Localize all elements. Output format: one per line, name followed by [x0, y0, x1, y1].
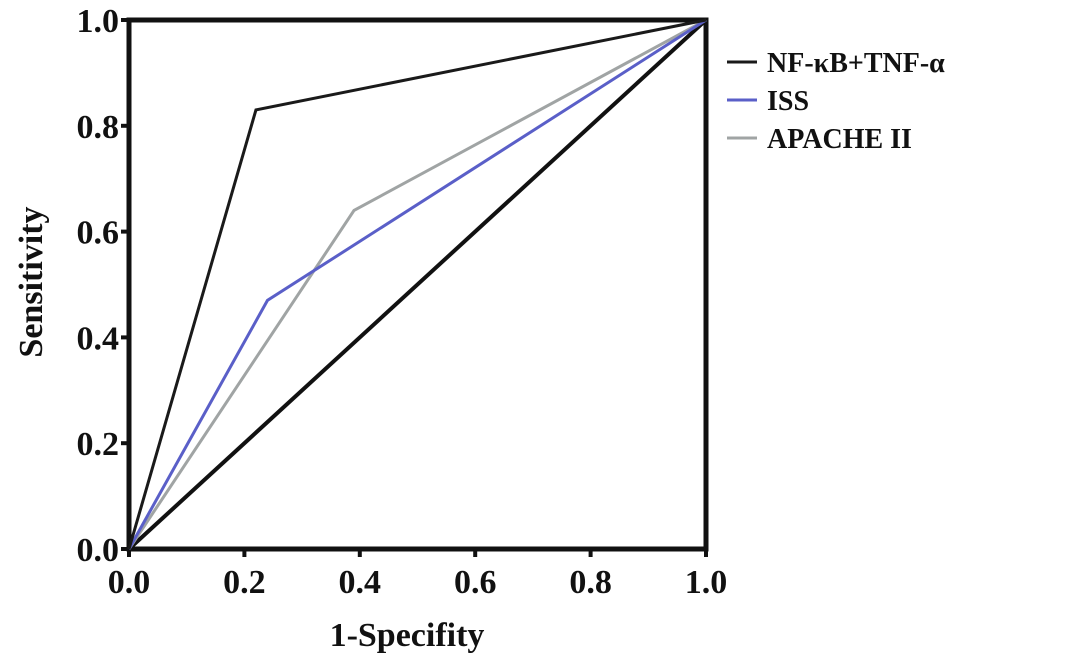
reference-diagonal-line — [127, 18, 708, 551]
legend-label-nf-b-tnf: NF-κB+TNF-α — [767, 48, 945, 79]
x-axis-title: 1-Specifity — [330, 617, 485, 654]
series-line-apache-ii — [127, 18, 707, 550]
y-tick-label: 0.8 — [77, 109, 120, 146]
y-tick-label: 0.4 — [77, 320, 120, 357]
x-tick-label: 0.4 — [339, 564, 382, 601]
series-line-iss — [127, 18, 707, 550]
y-tick-label: 1.0 — [77, 3, 120, 40]
y-axis-title: Sensitivity — [13, 206, 50, 357]
plot-border — [126, 17, 709, 552]
x-tick-label: 0.2 — [223, 564, 266, 601]
x-tick-label: 0.0 — [108, 564, 151, 601]
legend-label-iss: ISS — [767, 86, 809, 117]
x-tick-label: 1.0 — [685, 564, 728, 601]
legend: NF-κB+TNF-α ISS APACHE II — [727, 48, 945, 155]
y-axis-ticks: 0.0 0.2 0.4 0.6 0.8 1.0 — [77, 3, 129, 569]
y-tick-label: 0.0 — [77, 532, 120, 569]
y-tick-label: 0.6 — [77, 215, 120, 252]
legend-label-apache-ii: APACHE II — [767, 124, 912, 155]
y-tick-label: 0.2 — [77, 426, 120, 463]
x-axis-ticks: 0.0 0.2 0.4 0.6 0.8 1.0 — [108, 549, 728, 601]
x-tick-label: 0.8 — [569, 564, 612, 601]
plot-frame — [126, 17, 709, 552]
x-tick-label: 0.6 — [454, 564, 497, 601]
series-layer — [127, 18, 708, 551]
series-line-nf-b-tnf — [127, 18, 707, 550]
